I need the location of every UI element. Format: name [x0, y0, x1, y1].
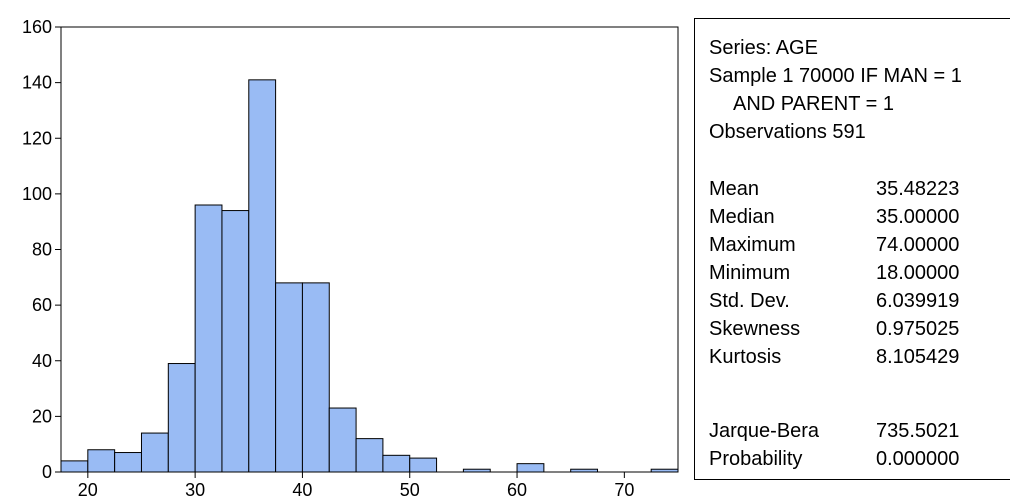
histogram-bar	[140, 432, 169, 473]
histogram-bar	[221, 210, 250, 473]
stat-value: 0.975025	[876, 318, 960, 340]
histogram-bar	[248, 79, 277, 473]
histogram-bar	[462, 468, 491, 473]
stat-label: Skewness	[709, 318, 801, 340]
x-tick-label: 60	[507, 480, 527, 500]
y-axis: 0 20 40 60 80 100 120 140 160	[22, 17, 61, 482]
histogram-bar	[328, 407, 357, 473]
plot-area	[60, 26, 679, 473]
stat-label: Median	[709, 206, 775, 228]
histogram-bar	[114, 452, 142, 473]
y-tick-label: 80	[32, 240, 52, 260]
x-tick-label: 40	[292, 480, 312, 500]
stat-label: Mean	[709, 178, 760, 200]
histogram-bar	[355, 438, 384, 473]
x-tick-label: 30	[185, 480, 205, 500]
stat-value: 35.00000	[876, 206, 960, 228]
stat-label: Probability	[709, 448, 803, 470]
stat-label: Jarque-Bera	[709, 420, 820, 442]
histogram-bars	[60, 79, 679, 473]
statistics-panel: Series: AGE Sample 1 70000 IF MAN = 1 AN…	[694, 18, 1010, 480]
histogram-bar	[194, 204, 223, 473]
x-tick-label: 70	[614, 480, 634, 500]
stat-label: Kurtosis	[709, 346, 782, 368]
y-tick-label: 0	[42, 462, 52, 482]
series-name: Series: AGE	[709, 37, 818, 59]
y-tick-label: 40	[32, 351, 52, 371]
x-axis: 20 30 40 50 60 70	[78, 472, 634, 500]
histogram-bar	[275, 282, 303, 473]
sample-line-1: Sample 1 70000 IF MAN = 1	[709, 65, 962, 87]
stat-value: 18.00000	[876, 262, 960, 284]
x-tick-label: 20	[78, 480, 98, 500]
histogram-bar	[382, 454, 411, 473]
observations-count: Observations 591	[709, 121, 866, 143]
histogram-bar	[570, 468, 599, 473]
histogram-bar	[167, 363, 196, 473]
histogram-bar	[87, 449, 116, 473]
y-tick-label: 120	[22, 128, 52, 148]
stat-label: Minimum	[709, 262, 791, 284]
histogram-bar	[516, 463, 545, 473]
stat-label: Maximum	[709, 234, 796, 256]
stat-value: 35.48223	[876, 178, 960, 200]
stat-value: 735.5021	[876, 420, 960, 442]
stat-value: 6.039919	[876, 290, 960, 312]
stat-value: 74.00000	[876, 234, 960, 256]
x-tick-label: 50	[400, 480, 420, 500]
stat-value: 8.105429	[876, 346, 960, 368]
histogram-bar	[60, 460, 89, 473]
histogram-bar	[301, 282, 330, 473]
y-tick-label: 160	[22, 17, 52, 37]
histogram-bar	[409, 457, 438, 473]
histogram-bar	[650, 468, 679, 473]
sample-line-2: AND PARENT = 1	[733, 93, 894, 115]
y-tick-label: 140	[22, 73, 52, 93]
stat-label: Std. Dev.	[709, 290, 790, 312]
y-tick-label: 20	[32, 406, 52, 426]
stat-value: 0.000000	[876, 448, 960, 470]
y-tick-label: 100	[22, 184, 52, 204]
y-tick-label: 60	[32, 295, 52, 315]
histogram-chart: 0 20 40 60 80 100 120 140 160 20 30 40 50 60 70	[22, 17, 679, 500]
